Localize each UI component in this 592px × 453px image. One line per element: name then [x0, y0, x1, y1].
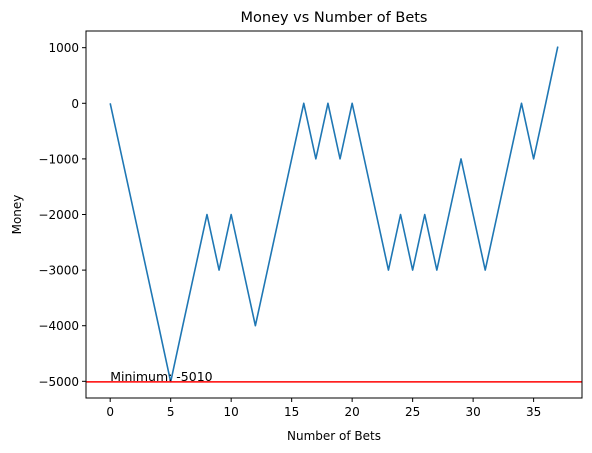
series-line-0: [109, 46, 559, 383]
x-tick-label: 20: [345, 405, 360, 419]
x-tick-label: 15: [284, 405, 299, 419]
y-tick-label: −5000: [38, 375, 79, 389]
x-tick-label: 30: [465, 405, 480, 419]
y-tick-label: 1000: [48, 41, 79, 55]
x-axis-label: Number of Bets: [287, 429, 381, 443]
x-tick-label: 25: [405, 405, 420, 419]
plot-frame: [85, 30, 583, 399]
axis-ticks: 0 5 10 15 20 25 30 35 −5000 −4000 −3000 −2000 −1000 0…: [38, 41, 541, 419]
y-tick-label: 0: [71, 97, 79, 111]
y-tick-label: −2000: [38, 208, 79, 222]
y-tick-label: −3000: [38, 264, 79, 278]
x-tick-label: 5: [167, 405, 175, 419]
y-tick-label: −1000: [38, 152, 79, 166]
y-axis-label: Money: [10, 195, 24, 235]
x-tick-label: 0: [106, 405, 114, 419]
minimum-annotation: Minimum: -5010: [110, 369, 212, 384]
chart-title: Money vs Number of Bets: [241, 10, 428, 26]
x-tick-label: 10: [224, 405, 239, 419]
plot-area: Minimum: -5010: [86, 46, 582, 384]
y-tick-label: −4000: [38, 319, 79, 333]
x-tick-label: 35: [526, 405, 541, 419]
